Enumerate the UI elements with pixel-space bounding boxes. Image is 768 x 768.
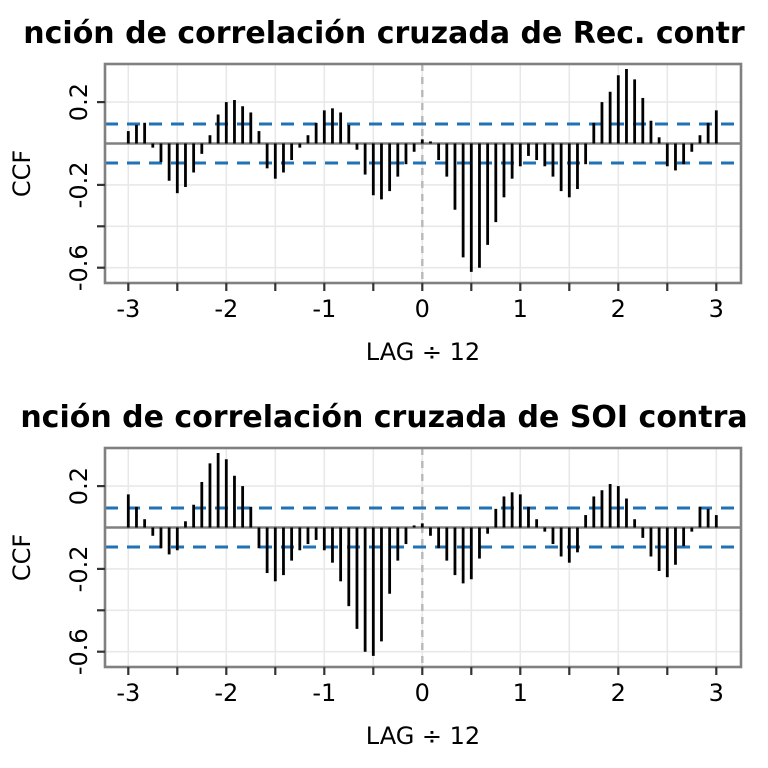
- x-tick-label: 2: [611, 679, 626, 707]
- y-axis-label: CCF: [8, 534, 36, 581]
- ccf-bars: [126, 452, 718, 656]
- y-axis-label: CCF: [8, 150, 36, 197]
- x-tick-label: -3: [116, 679, 140, 707]
- ccf-bars: [126, 68, 718, 272]
- x-axis-label: LAG ÷ 12: [366, 722, 480, 750]
- y-tick-label: -0.2: [65, 161, 93, 208]
- x-tick-label: -2: [214, 679, 238, 707]
- ccf-plot-svg: -3 -2 -1 0 1 2 3 0.2 -0.2 -0.6 CCF LAG ÷ 12 nción de…: [8, 16, 745, 366]
- x-tick-label: 2: [611, 295, 626, 323]
- y-tick-label: -0.6: [65, 628, 93, 675]
- x-tick-label: -3: [116, 295, 140, 323]
- chart-title-rec-vs-soi: nción de correlación cruzada de Rec. con…: [23, 16, 745, 51]
- x-tick-label: -2: [214, 295, 238, 323]
- x-tick-label: 0: [415, 679, 430, 707]
- x-tick-label: 3: [709, 295, 724, 323]
- ccf-plot-svg: -3 -2 -1 0 1 2 3 0.2 -0.2 -0.6 CCF LAG ÷ 12 nción de…: [8, 400, 748, 750]
- ccf-chart-rec-vs-soi: -3 -2 -1 0 1 2 3 0.2 -0.2 -0.6 CCF LAG ÷ 12 nción de…: [8, 16, 745, 366]
- y-tick-label: -0.6: [65, 244, 93, 291]
- x-tick-label: 1: [513, 295, 528, 323]
- x-tick-label: 3: [709, 679, 724, 707]
- chart-title-soi-vs-rec: nción de correlación cruzada de SOI cont…: [20, 400, 747, 435]
- ccf-chart-soi-vs-rec: -3 -2 -1 0 1 2 3 0.2 -0.2 -0.6 CCF LAG ÷ 12 nción de…: [0, 384, 768, 768]
- y-tick-label: 0.2: [65, 83, 93, 121]
- x-tick-label: 1: [513, 679, 528, 707]
- x-axis-label: LAG ÷ 12: [366, 338, 480, 366]
- y-tick-label: -0.2: [65, 545, 93, 592]
- x-tick-label: -1: [312, 295, 336, 323]
- x-tick-label: -1: [312, 679, 336, 707]
- x-tick-label: 0: [415, 295, 430, 323]
- y-tick-label: 0.2: [65, 467, 93, 505]
